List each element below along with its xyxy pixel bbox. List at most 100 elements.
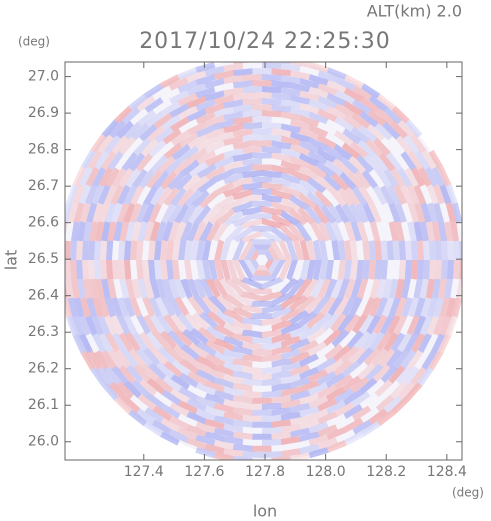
echo-cell bbox=[351, 391, 371, 408]
echo-cell bbox=[325, 358, 345, 375]
echo-cell bbox=[196, 163, 217, 179]
echo-cell bbox=[86, 202, 98, 223]
echo-cell bbox=[204, 78, 225, 89]
echo-cell bbox=[280, 322, 301, 336]
echo-cell bbox=[262, 230, 284, 243]
echo-cell bbox=[140, 138, 159, 157]
echo-cell bbox=[162, 278, 174, 299]
echo-cell bbox=[453, 260, 460, 280]
echo-cell bbox=[316, 357, 337, 373]
echo-cell bbox=[252, 421, 272, 428]
echo-cell bbox=[212, 221, 229, 242]
echo-cell bbox=[161, 404, 181, 419]
echo-cell bbox=[386, 185, 401, 205]
echo-cell bbox=[106, 260, 114, 280]
echo-cell bbox=[204, 393, 225, 405]
echo-cell bbox=[242, 86, 262, 94]
echo-cell bbox=[196, 341, 217, 357]
echo-cell bbox=[148, 139, 167, 158]
echo-cell bbox=[87, 150, 103, 170]
echo-cell bbox=[271, 225, 292, 243]
echo-cell bbox=[271, 370, 292, 380]
echo-cell bbox=[344, 186, 361, 206]
echo-cell bbox=[241, 182, 262, 191]
echo-cell bbox=[250, 288, 274, 295]
echo-cell bbox=[204, 431, 225, 442]
echo-cell bbox=[97, 366, 114, 386]
echo-cell bbox=[196, 369, 216, 383]
echo-cell bbox=[214, 260, 225, 281]
echo-cell bbox=[422, 260, 430, 280]
echo-cell bbox=[262, 354, 282, 362]
echo-cell bbox=[262, 86, 282, 94]
echo-cell bbox=[289, 351, 311, 364]
echo-cell bbox=[251, 337, 273, 344]
echo-cell bbox=[71, 278, 80, 299]
echo-cell bbox=[187, 204, 204, 224]
echo-cell bbox=[310, 221, 325, 242]
echo-cell bbox=[288, 278, 306, 298]
echo-cell bbox=[308, 447, 329, 459]
echo-cell bbox=[308, 395, 329, 409]
echo-cell bbox=[362, 260, 370, 280]
echo-cell bbox=[344, 314, 361, 334]
echo-cell bbox=[450, 221, 459, 242]
echo-cell bbox=[445, 202, 457, 223]
echo-cell bbox=[256, 249, 268, 255]
echo-cell bbox=[123, 121, 142, 140]
echo-cell bbox=[232, 80, 253, 89]
echo-cell bbox=[325, 145, 345, 162]
echo-cell bbox=[71, 221, 80, 242]
echo-cell bbox=[438, 221, 447, 242]
y-unit: (deg) bbox=[18, 35, 50, 49]
echo-cell bbox=[121, 152, 138, 171]
echo-cell bbox=[111, 135, 129, 155]
echo-cell bbox=[184, 260, 193, 281]
echo-cell bbox=[289, 181, 310, 196]
echo-cell bbox=[376, 168, 392, 188]
echo-cell bbox=[174, 172, 193, 191]
echo-cell bbox=[299, 239, 310, 260]
subtitle: ALT(km) 2.0 bbox=[367, 2, 462, 21]
echo-cell bbox=[87, 350, 103, 370]
echo-cell bbox=[271, 382, 292, 392]
echo-cell bbox=[167, 296, 183, 317]
echo-cell bbox=[357, 221, 369, 242]
echo-cell bbox=[373, 185, 388, 206]
echo-cell bbox=[213, 70, 234, 80]
echo-cell bbox=[162, 221, 174, 242]
echo-cell bbox=[388, 221, 399, 242]
echo-cell bbox=[308, 408, 329, 421]
echo-cell bbox=[280, 63, 301, 72]
echo-cell bbox=[317, 384, 337, 399]
echo-cell bbox=[299, 140, 320, 154]
echo-cell bbox=[280, 223, 299, 242]
echo-cell bbox=[165, 156, 184, 175]
echo-cell bbox=[67, 297, 79, 318]
echo-cell bbox=[186, 278, 200, 299]
echo-cell bbox=[117, 297, 129, 318]
echo-cell bbox=[199, 311, 218, 330]
echo-cell bbox=[414, 297, 426, 318]
echo-cell bbox=[348, 296, 363, 317]
echo-cell bbox=[119, 221, 130, 242]
echo-cell bbox=[114, 396, 133, 415]
echo-cell bbox=[262, 122, 282, 130]
echo-cell bbox=[306, 239, 316, 260]
echo-cell bbox=[400, 349, 417, 369]
echo-cell bbox=[265, 249, 274, 260]
echo-cell bbox=[422, 240, 430, 260]
echo-cell bbox=[186, 398, 207, 412]
echo-cell bbox=[170, 116, 190, 132]
y-tick-label: 26.9 bbox=[28, 105, 59, 121]
echo-cell bbox=[404, 332, 419, 353]
echo-cell bbox=[195, 447, 216, 459]
echo-cell bbox=[143, 314, 158, 335]
echo-cell bbox=[391, 396, 410, 415]
echo-cell bbox=[204, 418, 225, 430]
echo-cell bbox=[136, 314, 151, 335]
echo-cell bbox=[361, 169, 379, 189]
echo-cell bbox=[97, 134, 114, 154]
echo-cell bbox=[213, 415, 234, 426]
echo-cell bbox=[428, 350, 444, 371]
